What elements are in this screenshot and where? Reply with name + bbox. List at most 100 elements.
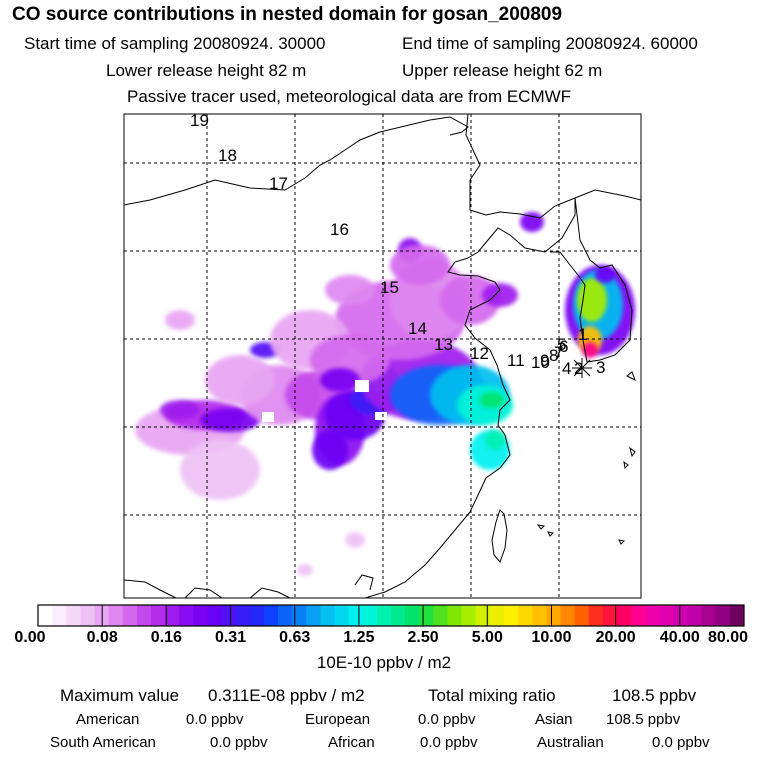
plume-cell: [485, 430, 505, 450]
region-value: 108.5 ppbv: [606, 711, 681, 728]
colorbar-tick-label: 0.08: [86, 629, 118, 646]
colorbar-swatch: [405, 605, 420, 626]
total-mixing-label: Total mixing ratio: [428, 686, 556, 705]
colorbar-swatch: [207, 605, 222, 626]
region-value: 0.0 ppbv: [418, 711, 476, 728]
colorbar-swatch: [122, 605, 138, 626]
colorbar-swatch: [701, 605, 717, 626]
colorbar-swatch: [475, 605, 491, 626]
trajectory-label: 18: [218, 146, 237, 165]
border-line: [465, 114, 641, 219]
colorbar-swatch: [376, 605, 392, 626]
colorbar-tick-label: 0.00: [14, 629, 46, 646]
colorbar-swatch: [631, 605, 646, 626]
lower-release-height-label: Lower release height 82 m: [106, 61, 307, 80]
plume-cell: [520, 212, 544, 232]
concentration-field: [135, 212, 635, 576]
colorbar-swatch: [179, 605, 194, 626]
colorbar-swatch: [503, 605, 519, 626]
colorbar-tick-label: 0.31: [214, 629, 247, 646]
plume-cell: [480, 392, 504, 408]
colorbar-swatch: [560, 605, 575, 626]
colorbar-swatch: [38, 605, 53, 626]
chart-title: CO source contributions in nested domain…: [12, 4, 563, 25]
plume-gap: [262, 412, 274, 422]
region-name: American: [76, 711, 140, 728]
trajectory-label: 4: [562, 359, 571, 378]
upper-release-height-label: Upper release height 62 m: [402, 61, 603, 80]
region-value: 0.0 ppbv: [186, 711, 244, 728]
plume-cell: [325, 275, 375, 305]
colorbar-swatch: [687, 605, 703, 626]
colorbar-swatch: [136, 605, 152, 626]
plume-cell: [200, 408, 260, 432]
trajectory-label: 3: [596, 358, 605, 377]
max-value-label: Maximum value: [60, 686, 180, 705]
colorbar-swatch: [306, 605, 321, 626]
trajectory-label: 1: [578, 325, 587, 344]
colorbar-swatch: [489, 605, 505, 626]
border-line: [249, 587, 291, 598]
border-line: [124, 579, 177, 598]
coast-line: [364, 198, 576, 598]
colorbar-swatch: [659, 605, 674, 626]
island: [536, 524, 546, 530]
colorbar-swatch: [80, 605, 95, 626]
region-value: 0.0 ppbv: [420, 734, 478, 751]
colorbar-frame: [37, 604, 745, 627]
colorbar-tick-label: 0.16: [150, 629, 182, 646]
island: [354, 574, 374, 591]
colorbar-swatch: [249, 605, 265, 626]
region-name: European: [305, 711, 371, 728]
colorbar-tick-label: 5.00: [471, 629, 503, 646]
colorbar-swatch: [729, 605, 745, 626]
trajectory-label: 11: [507, 351, 525, 370]
colorbar-swatch: [334, 605, 350, 626]
border-line: [184, 587, 223, 598]
coast-line: [550, 197, 633, 363]
trajectory-label: 6: [559, 337, 568, 356]
region-name: African: [328, 734, 375, 751]
plume-gap: [355, 380, 369, 392]
colorbar-swatch: [645, 605, 660, 626]
colorbar-swatch: [673, 605, 688, 626]
colorbar-swatch: [221, 605, 237, 626]
plume-cell: [320, 368, 360, 392]
colorbar-unit: 10E-10 ppbv / m2: [316, 653, 452, 672]
trajectory-label: 15: [380, 278, 399, 297]
colorbar-swatch: [616, 605, 632, 626]
plume-cell: [595, 267, 615, 283]
colorbar-swatch: [150, 605, 166, 626]
colorbar-swatch: [278, 605, 293, 626]
trajectory-label: 2: [574, 359, 583, 378]
colorbar-swatch: [108, 605, 124, 626]
colorbar-swatch: [447, 605, 462, 626]
trajectory-label: 17: [269, 174, 288, 193]
receptor-star-icon: [572, 358, 592, 378]
colorbar-tick-label: 10.00: [531, 629, 572, 646]
colorbar-swatch: [292, 605, 307, 626]
plume-cell: [345, 532, 365, 548]
trajectory-label: 12: [470, 344, 489, 363]
coastlines: [124, 114, 641, 598]
colorbar-tick-label: 1.25: [343, 629, 375, 646]
colorbar-swatch: [588, 605, 604, 626]
island: [626, 371, 636, 382]
end-time-label: End time of sampling 20080924. 60000: [402, 34, 698, 53]
colorbar-tick-label: 80.00: [707, 629, 749, 646]
trajectory-label: 14: [408, 319, 427, 338]
colorbar-tick-label: 40.00: [659, 629, 700, 646]
tracer-note: Passive tracer used, meteorological data…: [127, 87, 572, 106]
colorbar-swatch: [574, 605, 590, 626]
colorbar-swatch: [391, 605, 406, 626]
plume-cell: [297, 564, 313, 576]
trajectory-label: 10: [531, 353, 550, 372]
trajectory-label: 16: [330, 220, 349, 239]
plume-cell: [180, 440, 260, 500]
colorbar-swatch: [348, 605, 364, 626]
island: [618, 539, 626, 545]
max-value: 0.311E-08 ppbv / m2: [208, 686, 365, 705]
total-mixing-value: 108.5 ppbv: [612, 686, 697, 705]
